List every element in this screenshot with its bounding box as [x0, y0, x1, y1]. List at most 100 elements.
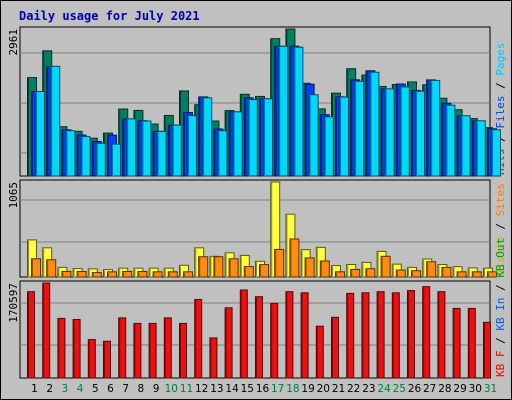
series-pages — [35, 45, 501, 177]
bar-sites-day-23 — [365, 268, 376, 278]
bar-pages-day-27 — [430, 79, 441, 177]
legend-entry: Pages — [494, 43, 507, 76]
bar-kb-f-day-25 — [391, 292, 400, 379]
bar-pages-day-5 — [95, 142, 106, 177]
x-tick-label: 22 — [347, 383, 360, 395]
x-tick-label: 8 — [138, 383, 145, 395]
x-axis-day-labels: 1 2 3 4 5 6 7 8 9 10 11 12 13 14 15 16 17 18 19 20 21 22 23 24 2… — [31, 383, 497, 395]
x-tick-label: 29 — [453, 383, 466, 395]
legend-entry: KB In — [494, 298, 507, 331]
x-tick-label: 1 — [31, 383, 38, 395]
bar-sites-day-22 — [350, 268, 361, 278]
bar-kb-f-day-8 — [133, 322, 142, 379]
bar-kb-f-day-21 — [331, 316, 339, 379]
bar-kb-f-day-14 — [224, 307, 233, 379]
legend-entry: KB Out — [494, 238, 507, 278]
x-tick-label: 18 — [286, 383, 299, 395]
bar-kb-f-day-26 — [407, 290, 415, 379]
bar-pages-day-28 — [445, 104, 456, 177]
legend: KB F / KB In / KB Out — [494, 238, 507, 377]
legend-separator: / — [494, 278, 507, 298]
bar-pages-day-30 — [475, 120, 486, 177]
bar-sites-day-14 — [228, 258, 239, 278]
bar-kb-f-day-9 — [148, 322, 157, 379]
x-tick-label: 17 — [271, 383, 284, 395]
bar-pages-day-24 — [384, 88, 395, 177]
bar-sites-day-30 — [471, 271, 482, 278]
bar-sites-day-7 — [122, 270, 133, 278]
bar-pages-day-22 — [354, 80, 365, 177]
x-tick-label: 11 — [180, 383, 193, 395]
y-max-label: 1065 — [7, 182, 20, 209]
bar-pages-day-1 — [35, 90, 45, 177]
x-tick-label: 20 — [317, 383, 330, 395]
bar-sites-day-19 — [304, 257, 315, 278]
bar-pages-day-20 — [323, 116, 334, 177]
bar-pages-day-19 — [308, 94, 319, 177]
bar-pages-day-4 — [80, 136, 91, 177]
bar-pages-day-23 — [369, 71, 380, 177]
bar-pages-day-11 — [187, 115, 197, 177]
bar-kb-f-day-30 — [467, 307, 476, 379]
y-max-label: 2961 — [7, 29, 20, 56]
bar-sites-day-12 — [198, 256, 209, 278]
bar-sites-day-13 — [213, 256, 224, 278]
legend-entry: Visits — [494, 236, 507, 276]
bar-kb-f-day-5 — [87, 339, 96, 379]
bar-pages-day-18 — [293, 46, 304, 177]
bar-sites-day-31 — [487, 271, 497, 278]
bar-sites-day-25 — [395, 269, 406, 278]
x-tick-label: 21 — [332, 383, 345, 395]
bar-pages-day-12 — [202, 97, 213, 177]
x-tick-label: 5 — [92, 383, 99, 395]
x-tick-label: 27 — [423, 383, 436, 395]
bar-pages-day-14 — [232, 111, 243, 177]
bar-kb-f-day-1 — [27, 291, 35, 379]
bar-kb-f-day-19 — [300, 292, 309, 379]
bar-sites-day-17 — [274, 248, 285, 278]
bar-kb-f-day-7 — [118, 317, 127, 379]
legend-separator: / — [494, 216, 507, 236]
x-tick-label: 30 — [469, 383, 482, 395]
series-sites — [31, 238, 497, 278]
x-tick-label: 6 — [107, 383, 114, 395]
y-max-label: 170597 — [7, 283, 20, 323]
panel-middle: 1065 Visits / Sites — [7, 179, 507, 278]
bar-kb-f-day-6 — [103, 340, 111, 379]
bar-kb-f-day-11 — [179, 322, 187, 379]
chart-title: Daily usage for July 2021 — [19, 9, 200, 23]
bar-sites-day-11 — [183, 271, 193, 278]
bar-kb-f-day-15 — [239, 289, 248, 379]
panel-top: 2961Hits / Files / Pages — [7, 26, 507, 177]
legend-entry: Sites — [494, 183, 507, 216]
bar-kb-f-day-18 — [285, 291, 294, 379]
bar-pages-day-25 — [399, 86, 410, 177]
legend-entry: Files — [494, 96, 507, 129]
bar-pages-day-3 — [65, 130, 76, 177]
x-tick-label: 24 — [377, 383, 391, 395]
bar-kb-f-day-27 — [422, 286, 431, 379]
legend-separator: / — [494, 331, 507, 351]
bar-sites-day-10 — [167, 271, 178, 278]
bar-kb-f-day-20 — [315, 325, 324, 379]
x-tick-label: 3 — [62, 383, 69, 395]
bar-sites-day-24 — [380, 255, 391, 278]
x-tick-label: 23 — [362, 383, 375, 395]
bar-kb-f-day-17 — [270, 302, 279, 379]
bar-sites-day-21 — [335, 271, 345, 278]
bar-pages-day-21 — [339, 96, 349, 177]
x-tick-label: 7 — [122, 383, 129, 395]
bar-sites-day-5 — [91, 272, 102, 278]
bar-kb-f-day-29 — [452, 307, 461, 379]
series-kb-f — [27, 282, 491, 379]
bar-kb-f-day-31 — [483, 321, 491, 379]
bar-pages-day-6 — [111, 143, 121, 177]
bar-pages-day-26 — [415, 90, 425, 177]
x-tick-label: 16 — [256, 383, 270, 395]
bar-sites-day-18 — [289, 238, 300, 278]
bar-sites-day-8 — [137, 270, 148, 278]
bar-sites-day-9 — [152, 271, 163, 278]
x-tick-label: 13 — [210, 383, 223, 395]
bar-sites-day-16 — [259, 264, 269, 278]
